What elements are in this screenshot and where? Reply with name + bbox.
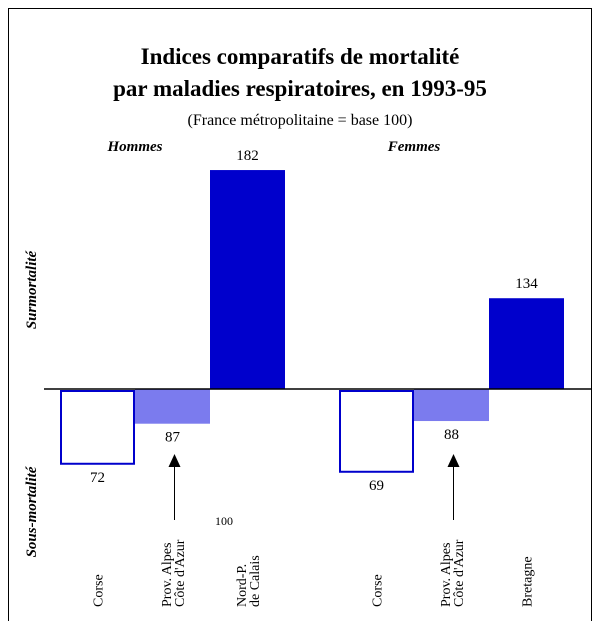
x-tick-label: de Calais (248, 555, 263, 607)
arrow-head (168, 454, 181, 467)
value-label: 182 (236, 148, 259, 164)
x-tick-label: Prov. Alpes (160, 543, 175, 607)
bar (489, 298, 564, 389)
bar (60, 390, 135, 465)
x-tick-label: Bretagne (521, 556, 536, 607)
bar (414, 389, 489, 422)
value-label: 88 (444, 427, 459, 443)
x-tick-label: Prov. Alpes (439, 543, 454, 607)
value-label: 69 (369, 478, 384, 494)
chart-title: Indices comparatifs de mortalité (141, 44, 460, 69)
group-label: Hommes (107, 139, 163, 155)
arrow-head (447, 454, 460, 467)
x-tick-label: Côte d'Azur (173, 539, 188, 607)
x-tick-label: Nord-P. (235, 564, 250, 607)
group-label: Femmes (387, 139, 441, 155)
x-tick-label: Corse (92, 574, 107, 607)
x-tick-label: Côte d'Azur (452, 539, 467, 607)
value-label: 72 (90, 470, 105, 486)
y-label: Surmortalité (24, 249, 40, 329)
baseline-label: 100 (215, 514, 233, 528)
bar (210, 170, 285, 389)
bar (339, 390, 414, 473)
x-tick-label: Corse (371, 574, 386, 607)
chart-subtitle: (France métropolitaine = base 100) (188, 112, 413, 129)
value-label: 87 (165, 430, 181, 446)
value-label: 134 (515, 276, 538, 292)
frame (8, 8, 592, 621)
chart-title: par maladies respiratoires, en 1993-95 (113, 76, 487, 101)
y-label: Sous-mortalité (24, 465, 40, 557)
bar (135, 389, 210, 424)
